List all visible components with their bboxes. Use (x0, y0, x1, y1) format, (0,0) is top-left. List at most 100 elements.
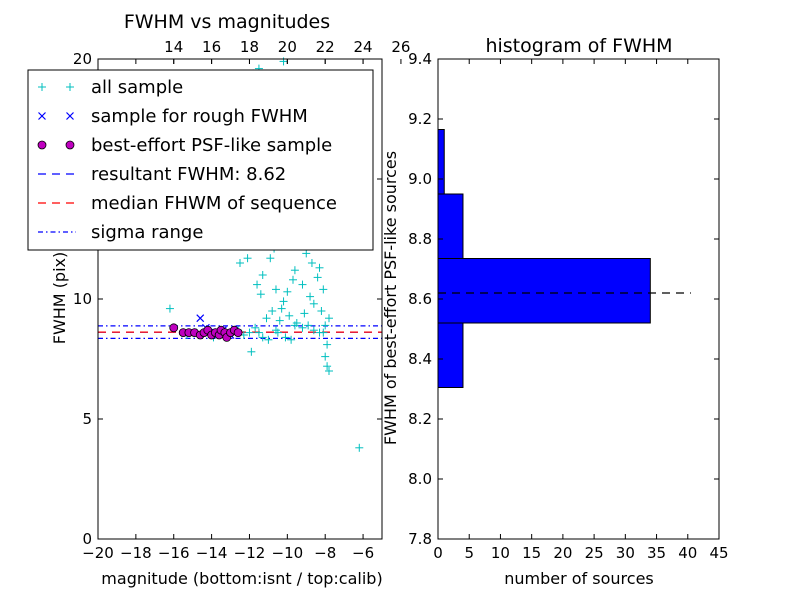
legend-label: all sample (91, 77, 183, 98)
y-tick-label: 8.2 (408, 410, 432, 428)
point-psf-like (233, 328, 243, 338)
point-all-sample (323, 362, 332, 371)
histogram-bar (437, 129, 445, 195)
point-all-sample (251, 323, 260, 332)
point-all-sample (319, 285, 328, 294)
point-all-sample (300, 309, 309, 318)
histogram-xlabel: number of sources (504, 569, 654, 588)
point-all-sample (306, 292, 315, 301)
y-tick-label: 8.0 (408, 470, 432, 488)
point-all-sample (324, 314, 333, 323)
legend-label: sample for rough FWHM (91, 106, 308, 127)
histogram-plot-area (437, 129, 691, 388)
point-all-sample (315, 328, 324, 337)
point-all-sample (256, 290, 265, 299)
point-all-sample (262, 314, 271, 323)
point-all-sample (309, 326, 318, 335)
y-tick-label: 20 (73, 50, 92, 68)
point-all-sample (247, 347, 256, 356)
point-all-sample (321, 321, 330, 330)
scatter-axes: −20−18−16−14−12−10−8−6051015201416182022… (73, 38, 411, 562)
x-tick-label: −12 (234, 544, 266, 562)
point-all-sample (258, 333, 267, 342)
point-all-sample (298, 323, 307, 332)
y-tick-label: 9.0 (408, 170, 432, 188)
point-all-sample (266, 254, 275, 263)
legend-label: median FHWM of sequence (91, 193, 337, 214)
point-all-sample (313, 273, 322, 282)
point-all-sample (321, 352, 330, 361)
y-tick-label: 9.4 (408, 50, 432, 68)
point-all-sample (317, 307, 326, 315)
x-tick-label: −20 (82, 544, 114, 562)
point-all-sample (264, 335, 273, 344)
point-all-sample (277, 304, 286, 313)
top-tick-label: 20 (278, 38, 297, 56)
legend-entry-median-fhwm-of-sequence: median FHWM of sequence (38, 193, 337, 214)
point-all-sample (355, 443, 364, 452)
legend-marker-circle (65, 140, 75, 150)
point-all-sample (290, 266, 299, 275)
x-tick-label: −16 (158, 544, 190, 562)
x-tick-label: −14 (196, 544, 228, 562)
point-all-sample (268, 307, 277, 315)
x-tick-label: −8 (314, 544, 336, 562)
histogram-bar (437, 258, 651, 324)
x-tick-label: 40 (678, 544, 697, 562)
legend-label: resultant FWHM: 8.62 (91, 164, 286, 185)
y-tick-label: 9.2 (408, 110, 432, 128)
top-tick-label: 16 (202, 38, 221, 56)
y-tick-label: 10 (73, 290, 92, 308)
x-tick-label: 20 (553, 544, 572, 562)
x-tick-label: 35 (647, 544, 666, 562)
scatter-title: FWHM vs magnitudes (124, 11, 330, 33)
point-all-sample (309, 299, 318, 308)
histogram-axes: 0 5 10 15 20 25 30 35 40 45 7.8 8.0 8.2 8.4 8.6 8.8 9.0 9… (408, 50, 728, 562)
legend-marker-x (66, 112, 74, 120)
top-tick-label: 26 (391, 38, 410, 56)
histogram-bar (437, 322, 464, 388)
y-tick-label: 5 (82, 410, 92, 428)
y-tick-label: 8.8 (408, 230, 432, 248)
point-all-sample (323, 340, 332, 349)
point-rough-fwhm (196, 314, 205, 323)
point-all-sample (279, 297, 288, 306)
point-all-sample (258, 271, 267, 279)
point-all-sample (254, 328, 263, 337)
point-all-sample (275, 316, 284, 325)
point-all-sample (271, 326, 280, 335)
histogram-title: histogram of FWHM (485, 35, 672, 57)
scatter-legend: all sample sample for rough FWHM best-effo… (27, 69, 374, 251)
x-tick-label: −10 (272, 544, 304, 562)
x-tick-label: 25 (585, 544, 604, 562)
x-tick-label: 10 (491, 544, 510, 562)
cross-b (196, 314, 205, 323)
histogram-bar (437, 193, 464, 259)
x-tick-label: −18 (120, 544, 152, 562)
scatter-ylabel: FWHM (pix) (50, 252, 69, 345)
point-all-sample (290, 321, 299, 330)
point-all-sample (324, 367, 333, 375)
point-all-sample (236, 259, 244, 267)
point-all-sample (283, 287, 292, 296)
legend-entry-resultant-fwhm-8-62: resultant FWHM: 8.62 (38, 164, 286, 185)
point-all-sample (287, 335, 296, 344)
point-all-sample (281, 333, 290, 342)
top-tick-label: 14 (164, 38, 183, 56)
point-all-sample (165, 304, 174, 313)
legend-entry-all-sample: all sample (38, 77, 183, 98)
point-all-sample (243, 254, 252, 263)
point-psf-like (169, 323, 179, 333)
x-tick-label: 5 (464, 544, 474, 562)
scatter-panel: FWHM vs magnitudes −20 −18 −16 −14 −12 −10 −8−… (27, 11, 411, 588)
top-tick-label: 24 (354, 38, 373, 56)
top-tick-label: 22 (316, 38, 335, 56)
x-tick-label: 30 (616, 544, 635, 562)
y-tick-label: 7.8 (408, 530, 432, 548)
legend-marker-circle (37, 140, 47, 150)
y-tick-label: 0 (82, 530, 92, 548)
legend-entry-sigma-range: sigma range (38, 222, 203, 243)
x-tick-label: 15 (522, 544, 541, 562)
histogram-panel: histogram of FWHM 0 5 10 15 20 25 30 35 40 45 7.8 8… (381, 35, 729, 588)
legend-entry-best-effort-psf-like-sample: best-effort PSF-like sample (37, 135, 332, 156)
